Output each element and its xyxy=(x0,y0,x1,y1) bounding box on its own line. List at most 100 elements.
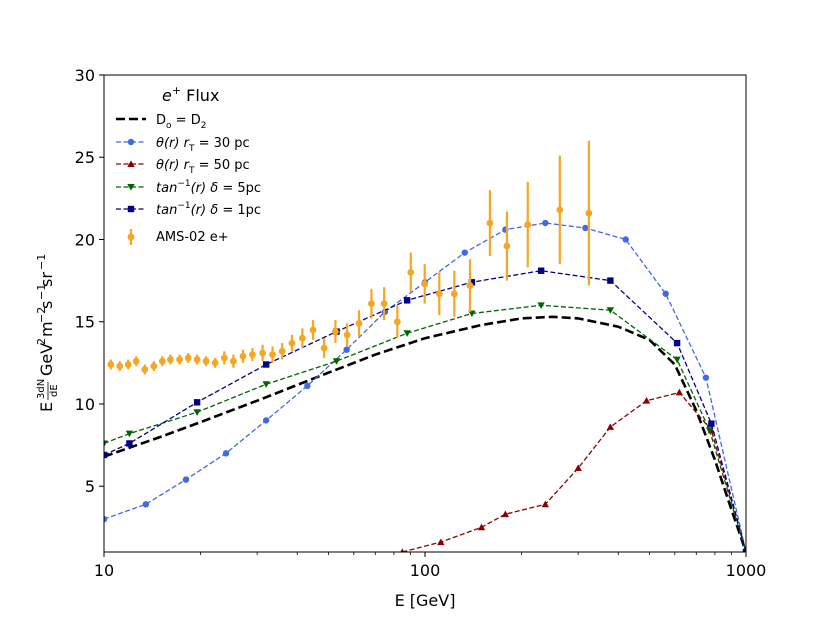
legend-theta30-d: = 30 pc xyxy=(194,136,249,151)
ams-data-point xyxy=(421,280,429,288)
legend-marker-ams xyxy=(127,233,135,241)
tan1-point xyxy=(262,361,270,368)
y-tick-label: 20 xyxy=(75,230,95,249)
ams-data-point xyxy=(259,349,267,357)
tan1-point xyxy=(742,548,746,552)
ams-data-point xyxy=(132,357,140,365)
ams-data-point xyxy=(176,356,184,363)
tan1-point xyxy=(126,440,133,447)
y-tick-label: 25 xyxy=(75,148,95,167)
ams-data-point xyxy=(585,209,593,217)
y-label-m: m xyxy=(37,321,56,337)
y-label-e: E xyxy=(37,402,56,412)
legend-tan1-a: tan xyxy=(156,203,177,218)
theta50-point xyxy=(675,388,684,396)
y-tick-label: 30 xyxy=(75,66,95,85)
theta30-point xyxy=(222,450,230,457)
theta50-point xyxy=(606,423,615,430)
tan5-point xyxy=(403,330,411,337)
legend-tan5-e: = 5pc xyxy=(218,181,261,196)
legend-theta50-c: T xyxy=(188,166,195,176)
theta30-point xyxy=(142,501,150,508)
y-label-de: dE xyxy=(49,384,60,397)
tan1-point xyxy=(708,420,715,427)
legend-d0-b: o xyxy=(166,121,172,131)
ams-data-point xyxy=(202,357,210,365)
series-layer xyxy=(104,140,746,552)
legend-d0-c: = D xyxy=(172,113,201,128)
ams-data-point xyxy=(343,331,351,339)
theta50-point xyxy=(437,538,445,546)
legend-theta30-a: θ(r) xyxy=(156,136,179,151)
tan1-point xyxy=(607,277,614,284)
theta50-point xyxy=(400,548,405,552)
y-label-dn: 3dN xyxy=(36,379,47,399)
theta30-point xyxy=(182,476,190,483)
legend-tan1-d: δ xyxy=(210,203,218,218)
legend-marker-tan1 xyxy=(127,205,135,213)
y-label-gev-exp: 2 xyxy=(35,338,48,345)
tan1-point xyxy=(403,297,411,304)
tan5-point xyxy=(332,358,341,365)
ams-data-point xyxy=(220,354,228,362)
tan5-line xyxy=(104,304,746,552)
y-tick-label: 5 xyxy=(85,477,95,496)
tan1-line xyxy=(104,270,746,552)
y-tick-label: 15 xyxy=(75,313,95,332)
legend-marker-tan5 xyxy=(127,184,135,191)
ams-data-point xyxy=(503,242,511,250)
legend-title-rest: Flux xyxy=(181,86,219,105)
ams-data-point xyxy=(407,268,415,276)
tan5-point xyxy=(104,440,108,448)
legend-marker-theta30 xyxy=(127,138,135,146)
legend-theta50-a: θ(r) xyxy=(156,158,179,173)
theta30-point xyxy=(461,249,468,256)
tan1-point xyxy=(537,267,545,274)
legend-d0-a: D xyxy=(156,113,166,128)
y-label-sr-exp: −1 xyxy=(35,254,48,270)
tan5-point xyxy=(468,310,476,318)
ams-data-point xyxy=(556,206,564,214)
ams-data-point xyxy=(309,326,317,334)
ams-data-point xyxy=(141,366,149,373)
ams-data-point xyxy=(450,290,458,298)
tan5-point xyxy=(125,430,134,438)
ams-data-point xyxy=(332,328,339,335)
theta50-point xyxy=(501,510,510,518)
legend-tan1-e: = 1pc xyxy=(218,203,261,218)
theta50-point xyxy=(642,396,651,404)
theta50-line xyxy=(402,391,746,552)
legend-tan5-d: δ xyxy=(210,181,218,196)
theta30-point xyxy=(542,219,549,227)
y-label-m-exp: −2 xyxy=(35,307,48,323)
ams-data-point xyxy=(355,319,363,327)
legend-tan5-b: −1 xyxy=(177,179,190,189)
theta30-point xyxy=(702,374,710,381)
ams-data-point xyxy=(380,300,388,308)
tan1-point xyxy=(673,339,681,347)
theta30-point xyxy=(304,382,311,390)
axes-layer: 10 100 1000 5 10 15 20 25 30 xyxy=(75,66,767,580)
legend-tan5-c: (r) xyxy=(191,181,211,196)
series-tan5 xyxy=(104,302,746,552)
y-axis-label: E 3dN dE GeV 2 m −2 s −1 sr −1 xyxy=(35,254,60,412)
ams-data-point xyxy=(166,356,174,363)
theta30-point xyxy=(662,290,669,297)
tan5-point xyxy=(193,409,201,416)
legend-entry-theta50: θ(r) rT = 50 pc xyxy=(156,158,250,176)
tan5-point xyxy=(537,302,545,309)
y-label-s-exp: −1 xyxy=(35,284,48,300)
x-tick-label: 1000 xyxy=(726,561,767,580)
ams-data-point xyxy=(249,351,256,359)
x-axis-label: E [GeV] xyxy=(395,591,456,610)
d0-line xyxy=(104,315,746,552)
ams-data-point xyxy=(278,347,286,355)
tan5-point xyxy=(262,381,270,388)
y-label-sr: sr xyxy=(37,272,56,287)
ams-data-point xyxy=(435,290,443,298)
theta50-point xyxy=(541,500,549,508)
ams-data-point xyxy=(116,362,124,370)
ams-data-point xyxy=(239,352,247,360)
